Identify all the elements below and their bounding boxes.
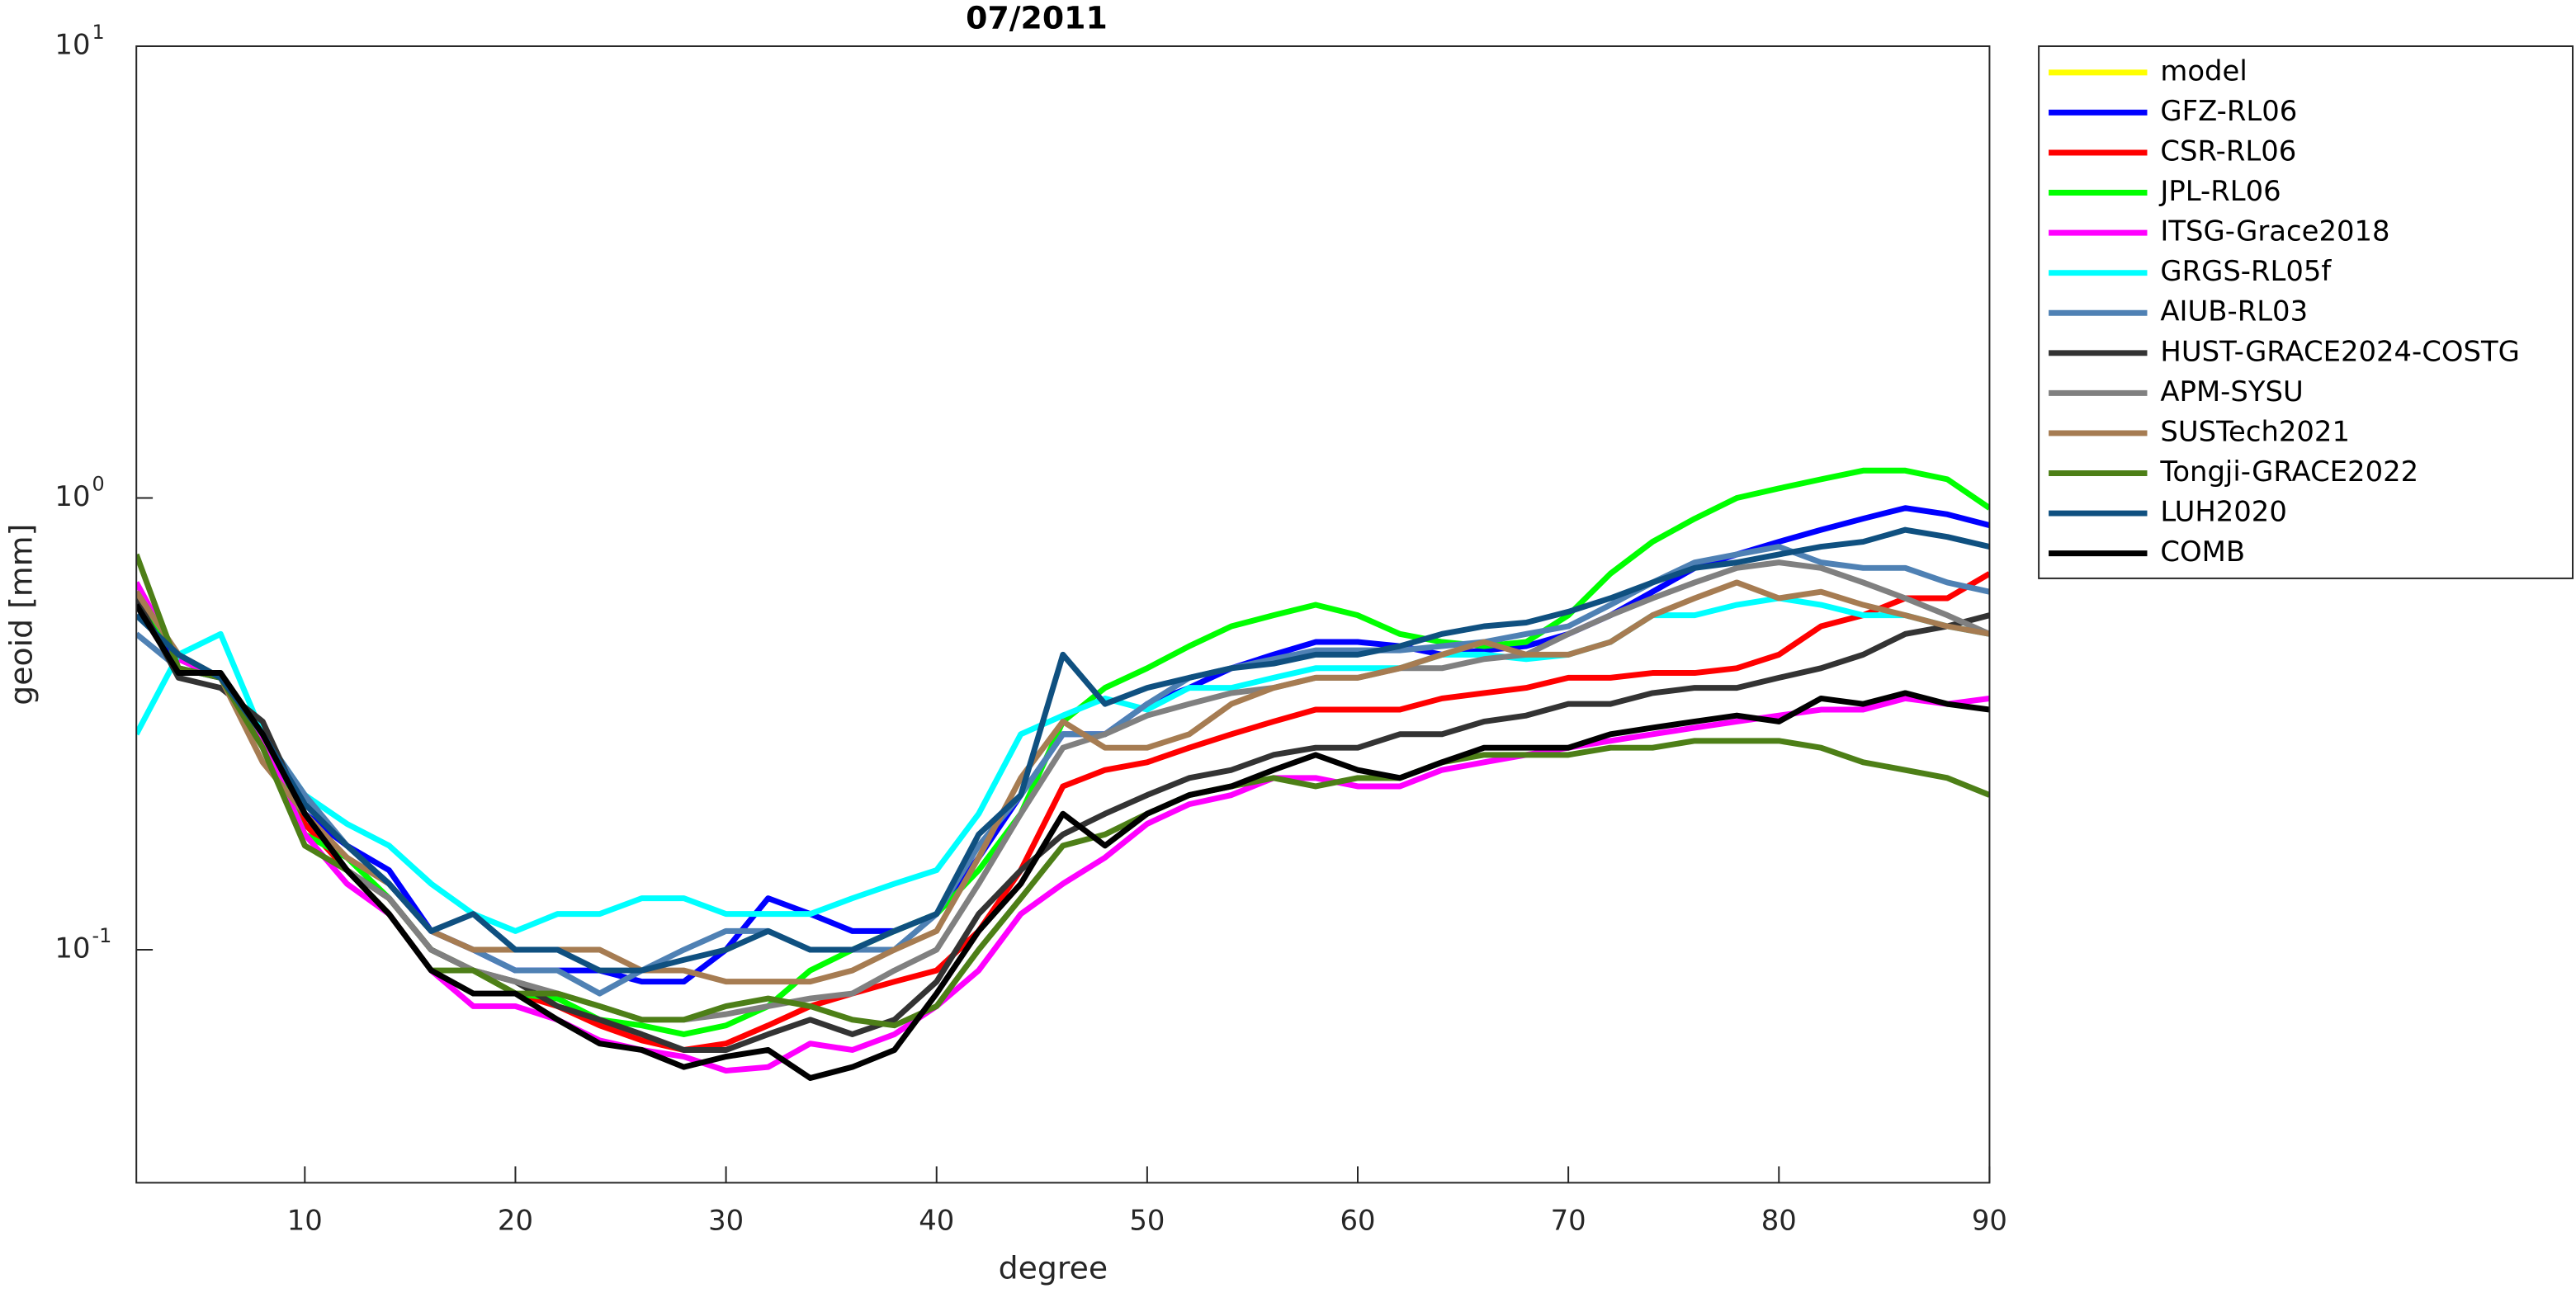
legend-label: HUST-GRACE2024-COSTG (2160, 335, 2519, 367)
y-axis-label: geoid [mm] (2, 524, 39, 705)
x-tick-label: 10 (287, 1205, 323, 1237)
x-axis-label: degree (999, 1249, 1108, 1286)
x-tick-label: 20 (498, 1205, 533, 1237)
legend-label: Tongji-GRACE2022 (2159, 455, 2418, 488)
legend-label: GRGS-RL05f (2160, 255, 2332, 287)
x-tick-label: 40 (919, 1205, 954, 1237)
y-tick-exponent: 1 (92, 21, 104, 44)
x-tick-label: 70 (1551, 1205, 1586, 1237)
x-tick-label: 90 (1972, 1205, 2007, 1237)
series-line (136, 595, 1990, 934)
x-tick-label: 30 (708, 1205, 744, 1237)
y-tick-exponent: -1 (92, 924, 111, 947)
x-tick-label: 60 (1340, 1205, 1375, 1237)
legend-label: LUH2020 (2160, 496, 2286, 528)
legend-label: SUSTech2021 (2160, 415, 2350, 447)
series-line (136, 603, 1990, 1081)
series-line (136, 553, 1990, 1029)
x-tick-label: 80 (1761, 1205, 1797, 1237)
legend-label: model (2160, 54, 2247, 87)
series-line (136, 526, 1990, 974)
y-tick-label: 10 (54, 932, 90, 965)
y-tick-exponent: 0 (92, 473, 104, 496)
legend-label: GFZ-RL06 (2160, 95, 2297, 127)
series-line (136, 579, 1990, 985)
y-tick-label: 10 (54, 480, 90, 512)
axes-box (135, 45, 1991, 1184)
legend-label: ITSG-Grace2018 (2160, 215, 2389, 248)
x-tick-label: 50 (1129, 1205, 1165, 1237)
legend-label: CSR-RL06 (2160, 134, 2296, 167)
legend-label: AIUB-RL03 (2160, 295, 2308, 328)
y-tick-label: 10 (54, 28, 90, 60)
chart-title: 07/2011 (966, 0, 1108, 36)
legend-label: APM-SYSU (2160, 375, 2303, 408)
plot-area (136, 467, 1990, 1081)
legend-label: JPL-RL06 (2158, 175, 2281, 207)
legend-label: COMB (2160, 536, 2245, 568)
series-line (136, 559, 1990, 1023)
series-line (136, 581, 1990, 1074)
